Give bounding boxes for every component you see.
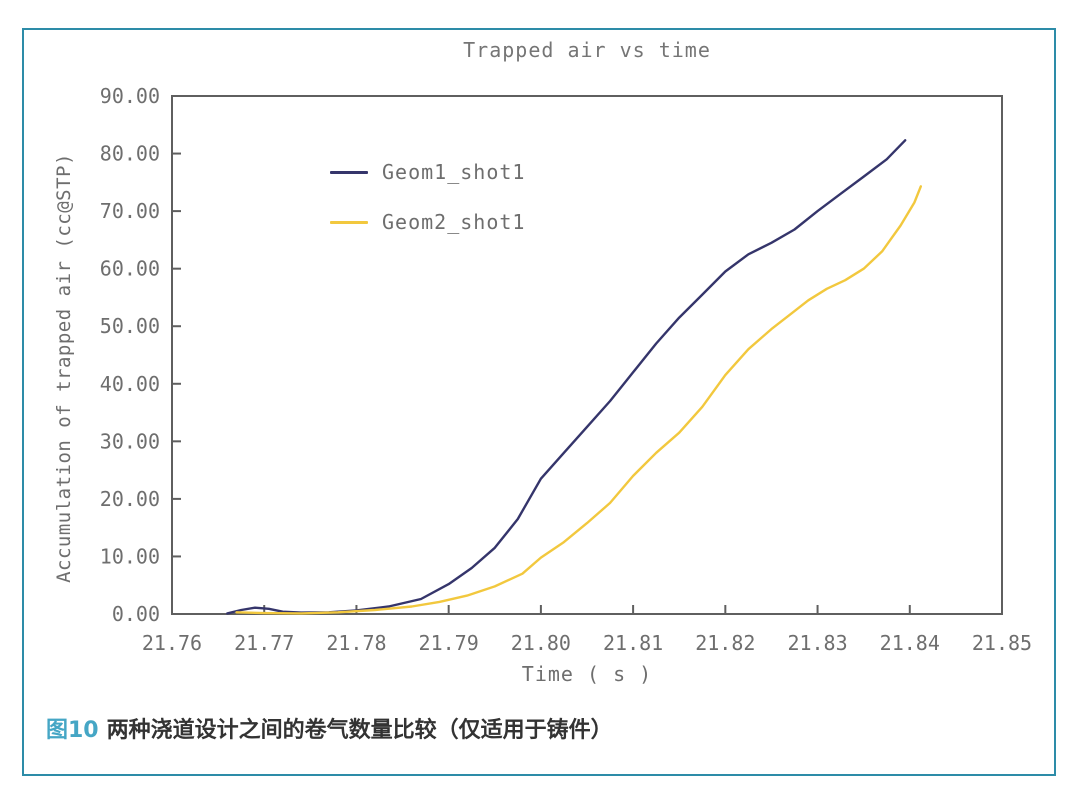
figure-caption-text: 两种浇道设计之间的卷气数量比较（仅适用于铸件）	[106, 718, 613, 743]
series-2-line-swatch	[330, 220, 368, 224]
chart-title: Trapped air vs time	[463, 38, 711, 62]
x-tick-label: 21.80	[511, 631, 571, 655]
plot-frame	[171, 95, 1003, 615]
y-axis-label: Accumulation of trapped air (cc@STP)	[53, 153, 75, 583]
y-tick-label: 90.00	[100, 84, 160, 108]
x-tick-label: 21.78	[326, 631, 386, 655]
x-tick-label: 21.84	[880, 631, 940, 655]
figure-number: 图10	[46, 718, 99, 743]
legend-item: Geom2_shot1	[330, 210, 525, 234]
series-line-geom1_shot1	[226, 139, 907, 615]
series-1-label: Geom1_shot1	[382, 160, 526, 184]
legend-item: Geom1_shot1	[330, 160, 525, 184]
x-tick-label: 21.82	[695, 631, 755, 655]
y-tick-label: 70.00	[100, 199, 160, 223]
x-tick-label: 21.85	[972, 631, 1032, 655]
figure-caption: 图10 两种浇道设计之间的卷气数量比较（仅适用于铸件）	[46, 712, 613, 744]
x-axis-label: Time ( s )	[521, 662, 653, 686]
y-tick-label: 50.00	[100, 314, 160, 338]
x-tick-label: 21.83	[787, 631, 847, 655]
series-2-label: Geom2_shot1	[382, 210, 526, 234]
x-tick-label: 21.81	[603, 631, 663, 655]
x-tick-label: 21.76	[142, 631, 202, 655]
y-tick-label: 80.00	[100, 142, 160, 166]
figure-border	[22, 28, 1056, 776]
y-tick-label: 30.00	[100, 429, 160, 453]
x-tick-label: 21.77	[234, 631, 294, 655]
legend: Geom1_shot1 Geom2_shot1	[330, 160, 525, 260]
y-tick-label: 20.00	[100, 487, 160, 511]
y-tick-label: 10.00	[100, 544, 160, 568]
y-tick-label: 60.00	[100, 257, 160, 281]
x-tick-label: 21.79	[419, 631, 479, 655]
y-tick-label: 40.00	[100, 372, 160, 396]
y-tick-label: 0.00	[112, 602, 160, 626]
series-1-line-swatch	[330, 170, 368, 174]
series-line-geom2_shot1	[235, 185, 922, 615]
